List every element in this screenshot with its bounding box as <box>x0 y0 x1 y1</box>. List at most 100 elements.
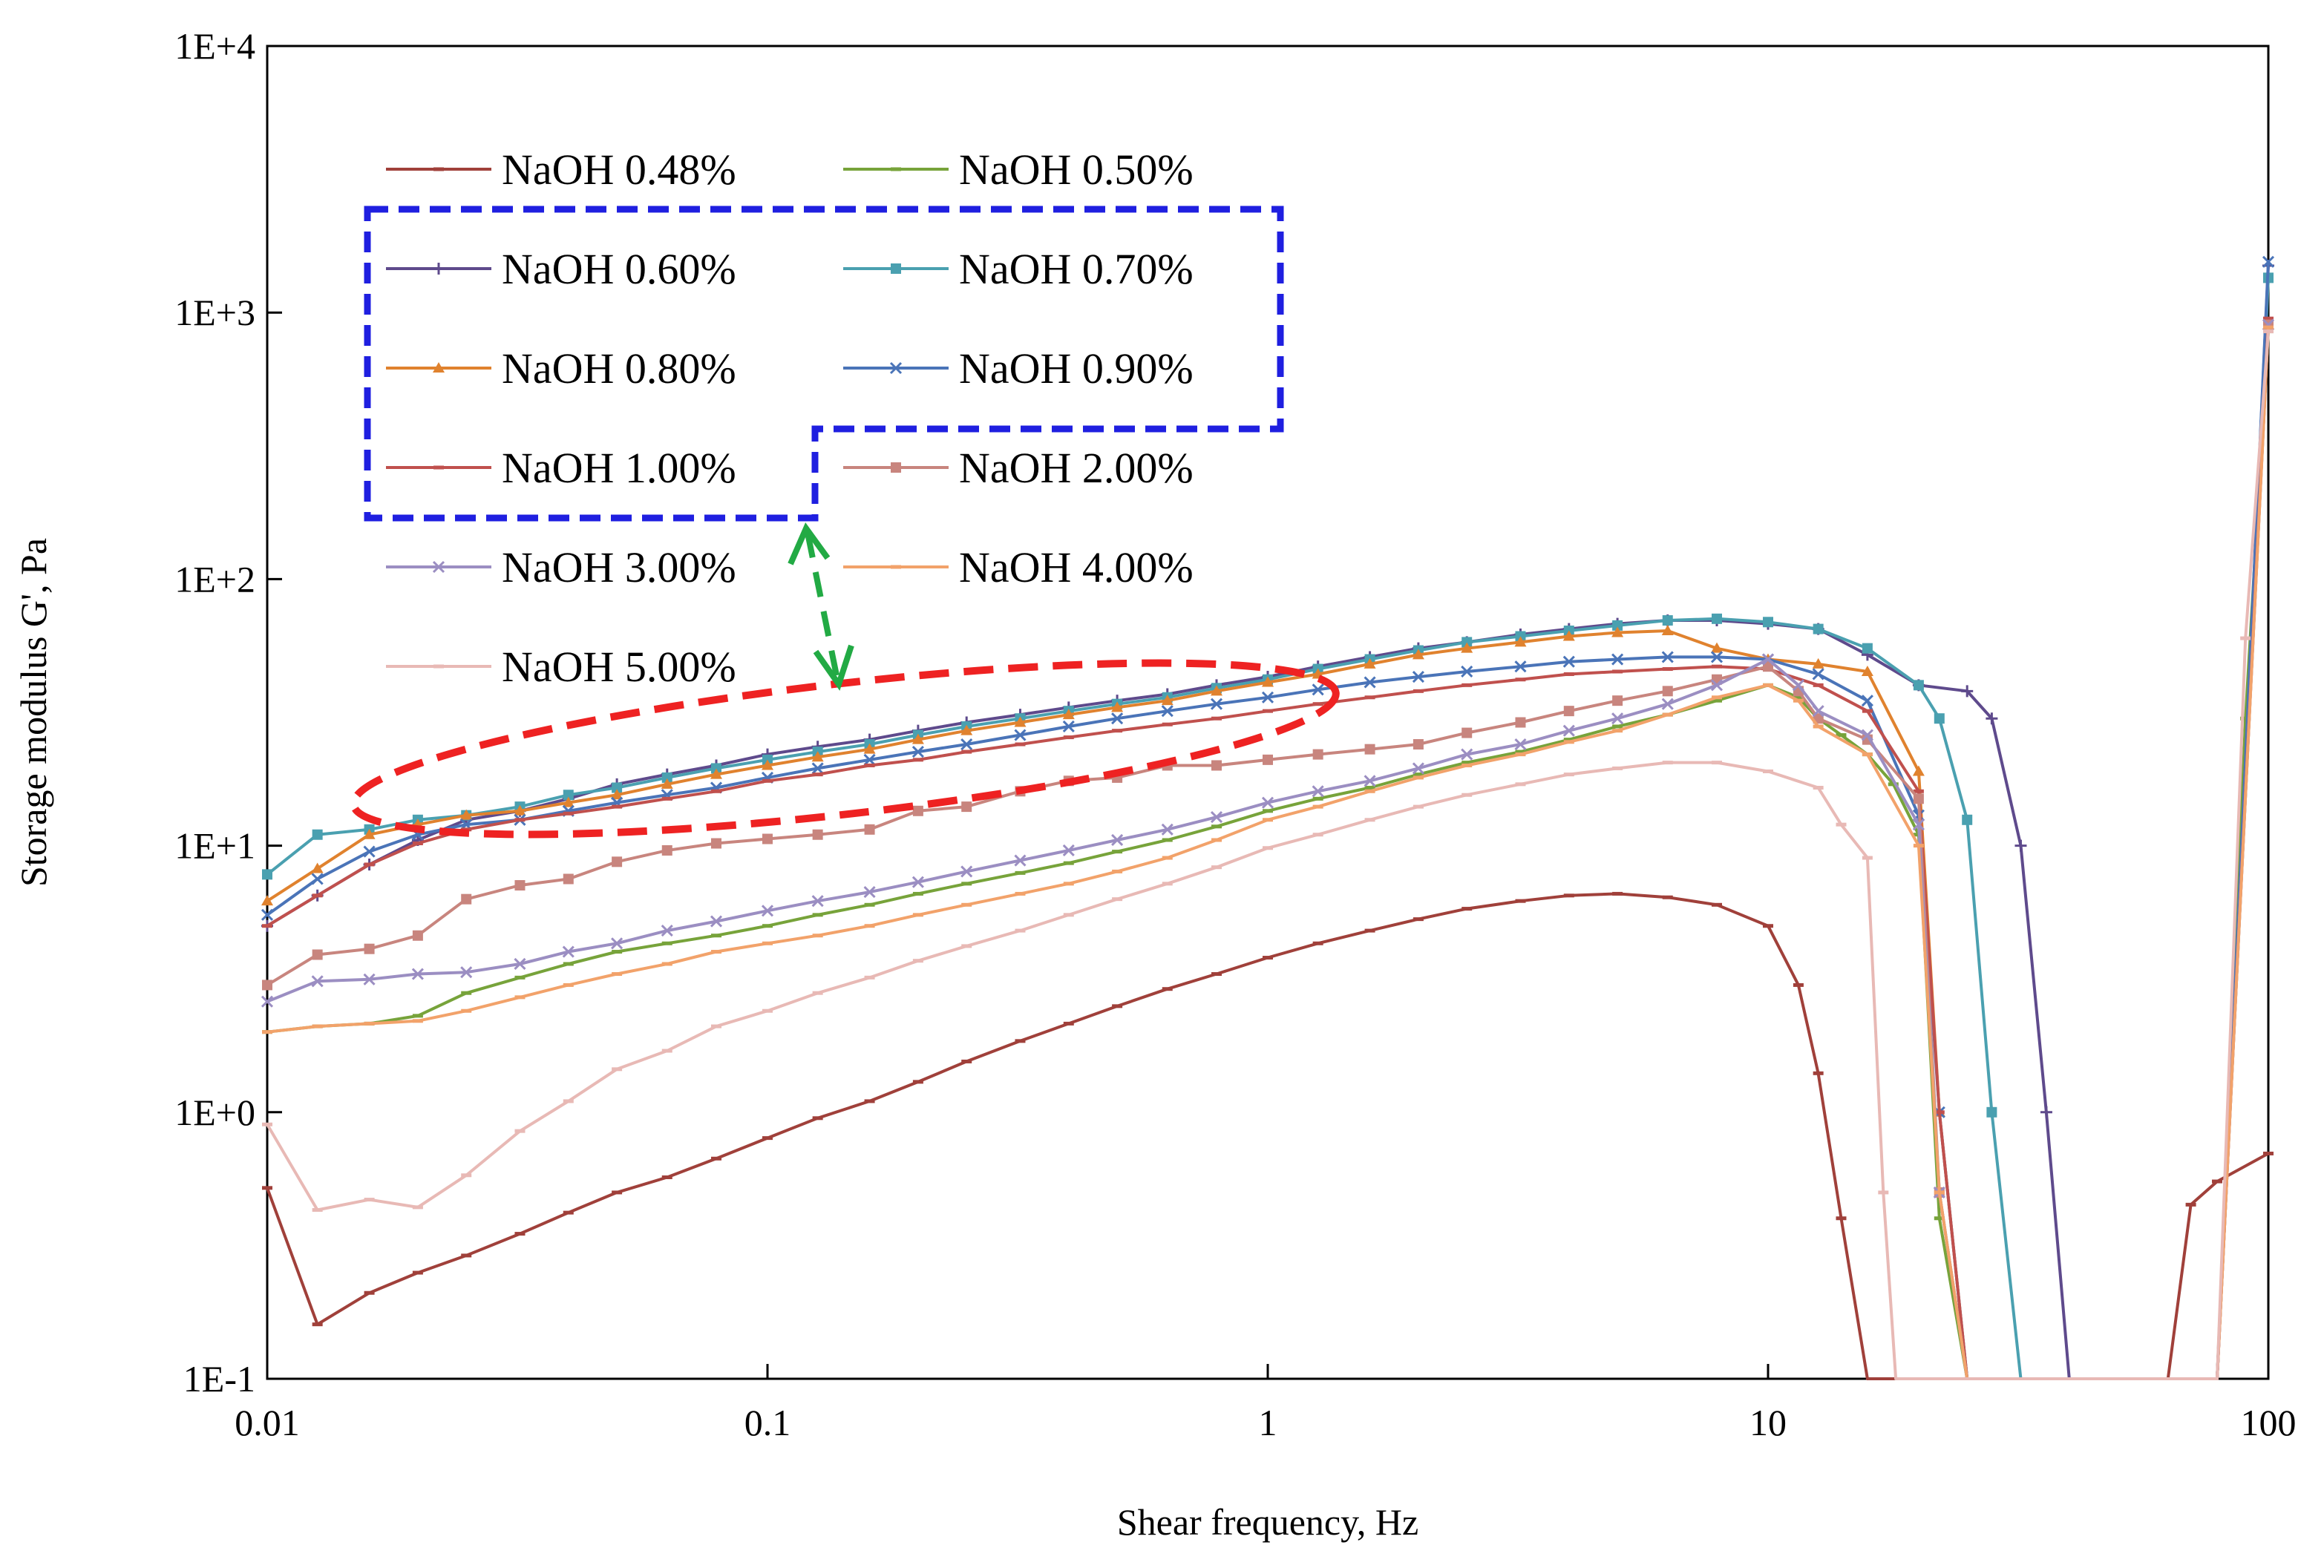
data-point <box>1761 653 1775 666</box>
data-point <box>1263 846 1273 850</box>
data-point <box>2040 1106 2052 1118</box>
data-point <box>612 1190 623 1195</box>
data-point <box>711 789 722 793</box>
data-point <box>262 980 272 991</box>
data-point <box>1211 865 1222 870</box>
data-point <box>762 778 773 783</box>
data-point <box>1813 623 1824 634</box>
legend-entry: NaOH 0.60% <box>386 245 736 293</box>
data-point <box>1015 928 1026 933</box>
data-point <box>1413 775 1424 780</box>
x-tick-label: 0.1 <box>744 1402 791 1443</box>
data-point <box>1793 983 1804 987</box>
data-point <box>1961 685 1974 698</box>
data-point <box>612 950 623 954</box>
data-point <box>1461 683 1473 687</box>
data-point <box>1112 729 1123 733</box>
data-point <box>1062 844 1075 857</box>
data-point <box>1063 861 1074 865</box>
series-11 <box>262 329 2274 1380</box>
data-point <box>460 966 473 979</box>
data-point <box>1412 670 1424 683</box>
data-point <box>1014 854 1027 867</box>
data-point <box>961 882 972 886</box>
data-point <box>1210 811 1223 824</box>
data-point <box>811 895 824 908</box>
data-point <box>1515 782 1526 787</box>
data-point <box>1515 717 1526 728</box>
data-point <box>1710 651 1724 663</box>
data-point <box>911 733 924 744</box>
data-point <box>1812 668 1824 680</box>
data-point <box>864 1099 875 1103</box>
data-point <box>912 758 923 762</box>
data-point <box>612 972 623 977</box>
data-point <box>1162 838 1173 842</box>
data-point <box>1312 702 1323 706</box>
data-point <box>1763 924 1773 928</box>
data-point <box>611 937 623 950</box>
data-point <box>1662 667 1673 672</box>
data-point <box>1111 701 1124 712</box>
data-point <box>261 995 274 1008</box>
data-point <box>1063 882 1074 886</box>
data-point <box>1413 804 1424 809</box>
data-point <box>1461 907 1473 911</box>
data-point <box>1211 824 1222 829</box>
data-point <box>1712 761 1723 765</box>
legend-label: NaOH 0.90% <box>959 344 1194 393</box>
data-point <box>1793 695 1804 700</box>
legend-marker <box>891 167 901 171</box>
data-point <box>1836 822 1847 827</box>
data-point <box>1211 838 1222 842</box>
legend-entry: NaOH 2.00% <box>843 444 1194 492</box>
data-point <box>1111 833 1124 847</box>
data-point <box>1514 636 1527 647</box>
data-point <box>1662 761 1673 765</box>
data-point <box>1763 617 1773 628</box>
legend-entry: NaOH 0.48% <box>386 145 736 194</box>
data-point <box>711 1024 722 1029</box>
y-tick-label: 1E+0 <box>174 1092 255 1133</box>
data-point <box>1662 712 1673 717</box>
data-point <box>1612 724 1623 729</box>
x-tick-label: 0.01 <box>235 1402 300 1443</box>
series-line <box>266 318 2270 1380</box>
data-point <box>411 968 424 980</box>
link-arrow-line <box>805 532 840 680</box>
data-point <box>711 950 722 954</box>
data-point <box>1710 679 1724 692</box>
data-point <box>364 943 375 954</box>
data-point <box>1813 724 1824 729</box>
legend-marker <box>891 263 901 274</box>
data-point <box>661 962 672 966</box>
data-point <box>1934 713 1945 724</box>
data-point <box>2263 1151 2274 1155</box>
data-point <box>1662 895 1673 899</box>
data-point <box>311 862 324 873</box>
data-point <box>1712 695 1723 700</box>
data-point <box>1662 686 1673 697</box>
data-point <box>1461 727 1473 738</box>
data-point <box>2263 316 2274 321</box>
data-point <box>661 778 673 789</box>
data-point <box>1563 740 1574 744</box>
data-point <box>1836 1216 1847 1221</box>
data-point <box>1793 698 1804 703</box>
link-arrow-head-up <box>788 522 831 565</box>
data-point <box>1913 844 1924 848</box>
legend-entry: NaOH 0.90% <box>843 344 1194 393</box>
data-point <box>312 1207 323 1212</box>
data-point <box>1413 917 1424 922</box>
data-point <box>2240 636 2251 640</box>
data-point <box>812 829 823 840</box>
data-point <box>912 1080 923 1084</box>
series-layer <box>261 255 2275 1380</box>
annotations <box>350 206 1340 839</box>
data-point <box>461 893 472 905</box>
legend-label: NaOH 3.00% <box>502 543 736 591</box>
data-point <box>261 908 274 921</box>
data-point <box>1836 733 1847 738</box>
data-point <box>1461 763 1473 767</box>
data-point <box>1563 738 1574 742</box>
